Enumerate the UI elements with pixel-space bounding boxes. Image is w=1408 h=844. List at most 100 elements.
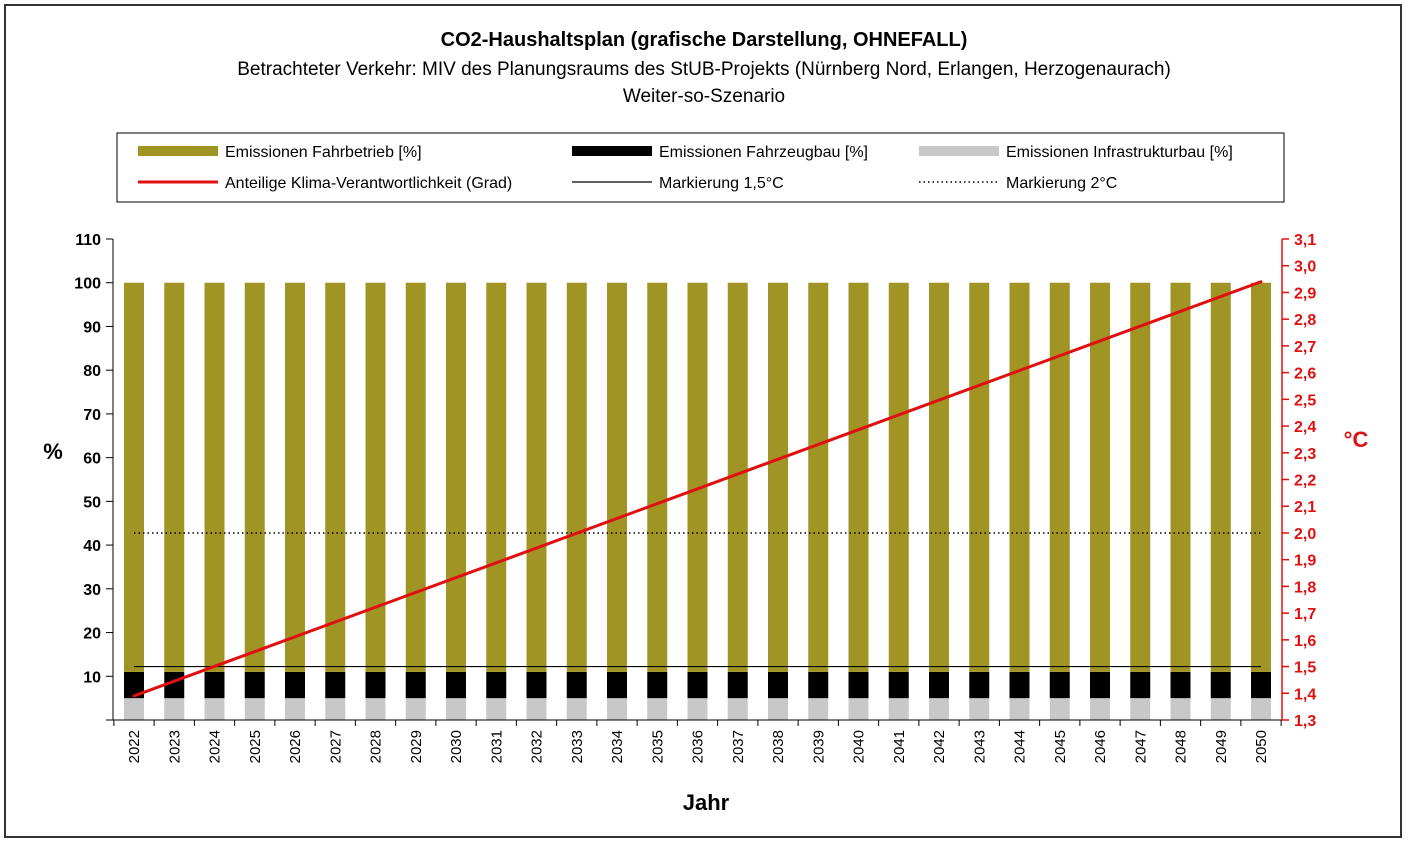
bar-2042-series-2 [929, 282, 949, 672]
y-tick-label-60: 60 [83, 451, 101, 468]
bar-2038-series-2 [768, 282, 788, 672]
y2-tick-label-18: 3,1 [1294, 232, 1316, 249]
bar-2025-series-0 [244, 698, 265, 720]
bar-2043-series-2 [969, 282, 990, 672]
bar-2050-series-1 [1251, 671, 1271, 699]
bar-2042-series-1 [929, 671, 949, 699]
bar-2048-series-0 [1170, 698, 1191, 720]
y2-tick-label-13: 2,6 [1294, 366, 1316, 383]
chart-subtitle-line-1: Betrachteter Verkehr: MIV des Planungsra… [237, 59, 1171, 80]
x-tick-label-2029: 2029 [408, 730, 425, 763]
bar-2041-series-1 [888, 671, 909, 699]
bar-2039-series-2 [808, 282, 829, 672]
x-tick-label-2038: 2038 [770, 730, 787, 763]
x-tick-label-2035: 2035 [649, 730, 666, 763]
legend-label-4: Markierung 1,5°C [659, 175, 784, 192]
bar-2028-series-1 [365, 671, 386, 699]
bar-2022-series-0 [124, 698, 144, 720]
bar-2029-series-0 [405, 698, 426, 720]
plot-area: 1020304050607080901001101,31,41,51,61,71… [74, 232, 1316, 763]
bar-2035-series-2 [647, 282, 668, 672]
bar-2034-series-0 [607, 698, 627, 720]
legend-label-1: Emissionen Fahrzeugbau [%] [659, 144, 868, 161]
bar-2045-series-0 [1049, 698, 1070, 720]
bar-2037-series-1 [727, 671, 748, 699]
bar-2040-series-2 [848, 282, 869, 672]
y2-tick-label-1: 1,4 [1294, 686, 1316, 703]
bar-2046-series-0 [1090, 698, 1110, 720]
y-tick-label-90: 90 [83, 319, 101, 336]
bar-2032-series-1 [526, 671, 547, 699]
bar-2040-series-1 [848, 671, 869, 699]
bar-2031-series-2 [486, 282, 507, 672]
bar-2027-series-2 [325, 282, 346, 672]
y2-tick-label-15: 2,8 [1294, 312, 1316, 329]
bar-2049-series-2 [1210, 282, 1231, 672]
bar-2044-series-0 [1009, 698, 1030, 720]
x-tick-label-2044: 2044 [1012, 730, 1029, 763]
bar-2025-series-2 [244, 282, 265, 672]
bar-2026-series-1 [285, 671, 305, 699]
legend-swatch-0 [138, 146, 218, 156]
bar-2041-series-2 [888, 282, 909, 672]
bar-2045-series-2 [1049, 282, 1070, 672]
y2-tick-label-10: 2,3 [1294, 446, 1316, 463]
x-tick-label-2025: 2025 [247, 730, 264, 763]
y-tick-label-100: 100 [74, 276, 101, 293]
x-tick-label-2042: 2042 [931, 730, 948, 763]
bar-2028-series-2 [365, 282, 386, 672]
bar-2032-series-0 [526, 698, 547, 720]
bar-2046-series-1 [1090, 671, 1110, 699]
y2-tick-label-5: 1,8 [1294, 579, 1316, 596]
x-tick-label-2024: 2024 [207, 730, 224, 763]
bar-2049-series-1 [1210, 671, 1231, 699]
bar-2030-series-1 [446, 671, 466, 699]
bar-2040-series-0 [848, 698, 869, 720]
bar-2032-series-2 [526, 282, 547, 672]
x-tick-label-2039: 2039 [810, 730, 827, 763]
bar-2024-series-2 [204, 282, 225, 672]
y2-axis-label: °C [1344, 427, 1369, 452]
bar-2023-series-0 [164, 698, 185, 720]
bar-2050-series-0 [1251, 698, 1271, 720]
x-tick-label-2034: 2034 [609, 730, 626, 763]
x-tick-label-2040: 2040 [851, 730, 868, 763]
bar-2022-series-1 [124, 671, 144, 699]
bar-2033-series-0 [566, 698, 587, 720]
y-tick-label-30: 30 [83, 582, 101, 599]
x-tick-label-2032: 2032 [529, 730, 546, 763]
bar-2048-series-2 [1170, 282, 1191, 672]
x-tick-label-2047: 2047 [1132, 730, 1149, 763]
bar-2027-series-0 [325, 698, 346, 720]
bar-2039-series-0 [808, 698, 829, 720]
legend-swatch-2 [919, 146, 999, 156]
y2-tick-label-17: 3,0 [1294, 259, 1316, 276]
bar-2042-series-0 [929, 698, 949, 720]
y-tick-label-20: 20 [83, 626, 101, 643]
legend-label-3: Anteilige Klima-Verantwortlichkeit (Grad… [225, 175, 512, 192]
x-tick-label-2049: 2049 [1213, 730, 1230, 763]
bar-2030-series-0 [446, 698, 466, 720]
bar-2024-series-0 [204, 698, 225, 720]
bar-2035-series-1 [647, 671, 668, 699]
x-tick-label-2022: 2022 [126, 730, 143, 763]
bar-2024-series-1 [204, 671, 225, 699]
bar-2031-series-0 [486, 698, 507, 720]
y-axis-label: % [43, 439, 63, 464]
legend: Emissionen Fahrbetrieb [%] Emissionen Fah… [116, 132, 1285, 203]
x-tick-label-2031: 2031 [488, 730, 505, 763]
y2-tick-label-12: 2,5 [1294, 392, 1316, 409]
y2-tick-label-8: 2,1 [1294, 499, 1316, 516]
legend-label-5: Markierung 2°C [1006, 175, 1117, 192]
legend-swatch-1 [572, 146, 652, 156]
x-tick-label-2030: 2030 [448, 730, 465, 763]
bar-2038-series-1 [768, 671, 788, 699]
y2-tick-label-7: 2,0 [1294, 526, 1316, 543]
y-tick-label-80: 80 [83, 363, 101, 380]
bar-2036-series-1 [687, 671, 708, 699]
bar-2026-series-2 [285, 282, 305, 672]
bar-2049-series-0 [1210, 698, 1231, 720]
y-tick-label-50: 50 [83, 494, 101, 511]
bar-2029-series-2 [405, 282, 426, 672]
